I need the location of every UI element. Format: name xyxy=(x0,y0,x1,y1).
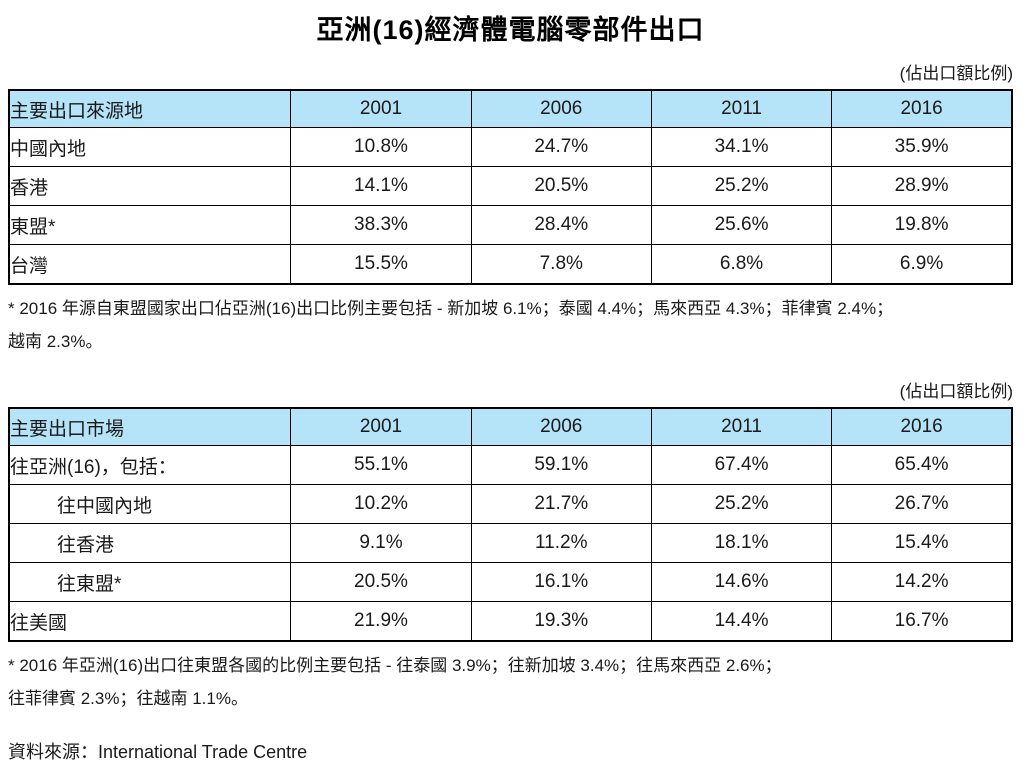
value-cell: 15.5% xyxy=(290,244,472,285)
row-label: 中國內地 xyxy=(8,127,292,167)
value-cell: 26.7% xyxy=(831,484,1013,524)
table1-footnote-line1: * 2016 年源自東盟國家出口佔亞洲(16)出口比例主要包括 - 新加坡 6.… xyxy=(8,299,894,318)
value-cell: 21.7% xyxy=(470,484,652,524)
table-row-hong-kong: 香港 14.1% 20.5% 25.2% 28.9% xyxy=(8,166,1013,206)
table2-footnote: * 2016 年亞洲(16)出口往東盟各國的比例主要包括 - 往泰國 3.9%；… xyxy=(8,649,1013,715)
value-cell: 28.9% xyxy=(831,166,1013,206)
value-cell: 16.7% xyxy=(831,601,1013,642)
table-row-to-asia16: 往亞洲(16)，包括： 55.1% 59.1% 67.4% 65.4% xyxy=(8,445,1013,485)
value-cell: 14.4% xyxy=(650,601,833,642)
value-cell: 59.1% xyxy=(470,445,652,485)
table1-header-year-2016: 2016 xyxy=(831,89,1013,128)
export-markets-table: 主要出口市場 2001 2006 2011 2016 往亞洲(16)，包括： 5… xyxy=(8,407,1013,642)
value-cell: 9.1% xyxy=(290,523,472,563)
table1-header-year-2011: 2011 xyxy=(650,89,833,128)
value-cell: 25.2% xyxy=(650,166,833,206)
value-cell: 14.2% xyxy=(831,562,1013,602)
table2-footnote-line1: * 2016 年亞洲(16)出口往東盟各國的比例主要包括 - 往泰國 3.9%；… xyxy=(8,656,782,675)
row-label: 往香港 xyxy=(8,523,292,563)
table-row-to-mainland-china: 往中國內地 10.2% 21.7% 25.2% 26.7% xyxy=(8,484,1013,524)
value-cell: 15.4% xyxy=(831,523,1013,563)
table2-header-row: 主要出口市場 2001 2006 2011 2016 xyxy=(8,407,1013,446)
table1-header-label: 主要出口來源地 xyxy=(8,89,292,128)
table2-header-label: 主要出口市場 xyxy=(8,407,292,446)
value-cell: 20.5% xyxy=(470,166,652,206)
table-row-asean: 東盟* 38.3% 28.4% 25.6% 19.8% xyxy=(8,205,1013,245)
value-cell: 6.8% xyxy=(650,244,833,285)
value-cell: 20.5% xyxy=(290,562,472,602)
row-label: 台灣 xyxy=(8,244,292,285)
table-row-mainland-china: 中國內地 10.8% 24.7% 34.1% 35.9% xyxy=(8,127,1013,167)
unit-note-table2: (佔出口額比例) xyxy=(899,382,1013,401)
row-label: 往東盟* xyxy=(8,562,292,602)
page-title: 亞洲(16)經濟體電腦零部件出口 xyxy=(316,15,705,45)
row-label: 香港 xyxy=(8,166,292,206)
table-row-to-asean: 往東盟* 20.5% 16.1% 14.6% 14.2% xyxy=(8,562,1013,602)
value-cell: 19.8% xyxy=(831,205,1013,245)
value-cell: 6.9% xyxy=(831,244,1013,285)
value-cell: 10.2% xyxy=(290,484,472,524)
value-cell: 65.4% xyxy=(831,445,1013,485)
table1-header-year-2006: 2006 xyxy=(470,89,652,128)
value-cell: 14.1% xyxy=(290,166,472,206)
table1-footnote-line2: 越南 2.3%。 xyxy=(8,332,103,351)
value-cell: 10.8% xyxy=(290,127,472,167)
value-cell: 25.2% xyxy=(650,484,833,524)
value-cell: 67.4% xyxy=(650,445,833,485)
table-row-to-hong-kong: 往香港 9.1% 11.2% 18.1% 15.4% xyxy=(8,523,1013,563)
table2-header-year-2011: 2011 xyxy=(650,407,833,446)
value-cell: 18.1% xyxy=(650,523,833,563)
value-cell: 34.1% xyxy=(650,127,833,167)
value-cell: 16.1% xyxy=(470,562,652,602)
row-label: 往美國 xyxy=(8,601,292,642)
table-row-to-usa: 往美國 21.9% 19.3% 14.4% 16.7% xyxy=(8,601,1013,642)
row-label: 東盟* xyxy=(8,205,292,245)
value-cell: 11.2% xyxy=(470,523,652,563)
value-cell: 38.3% xyxy=(290,205,472,245)
table1-header-row: 主要出口來源地 2001 2006 2011 2016 xyxy=(8,89,1013,128)
value-cell: 21.9% xyxy=(290,601,472,642)
value-cell: 25.6% xyxy=(650,205,833,245)
table2-header-year-2016: 2016 xyxy=(831,407,1013,446)
source-note: 資料來源：International Trade Centre xyxy=(8,742,308,762)
export-sources-table: 主要出口來源地 2001 2006 2011 2016 中國內地 10.8% 2… xyxy=(8,89,1013,285)
table2-footnote-line2: 往菲律賓 2.3%；往越南 1.1%。 xyxy=(8,689,248,708)
row-label: 往亞洲(16)，包括： xyxy=(8,445,292,485)
value-cell: 24.7% xyxy=(470,127,652,167)
value-cell: 28.4% xyxy=(470,205,652,245)
table1-header-year-2001: 2001 xyxy=(290,89,472,128)
value-cell: 35.9% xyxy=(831,127,1013,167)
value-cell: 7.8% xyxy=(470,244,652,285)
unit-note-table1: (佔出口額比例) xyxy=(899,64,1013,83)
value-cell: 55.1% xyxy=(290,445,472,485)
table2-header-year-2001: 2001 xyxy=(290,407,472,446)
value-cell: 19.3% xyxy=(470,601,652,642)
row-label: 往中國內地 xyxy=(8,484,292,524)
table2-header-year-2006: 2006 xyxy=(470,407,652,446)
table1-footnote: * 2016 年源自東盟國家出口佔亞洲(16)出口比例主要包括 - 新加坡 6.… xyxy=(8,292,1013,358)
table-row-taiwan: 台灣 15.5% 7.8% 6.8% 6.9% xyxy=(8,244,1013,285)
value-cell: 14.6% xyxy=(650,562,833,602)
